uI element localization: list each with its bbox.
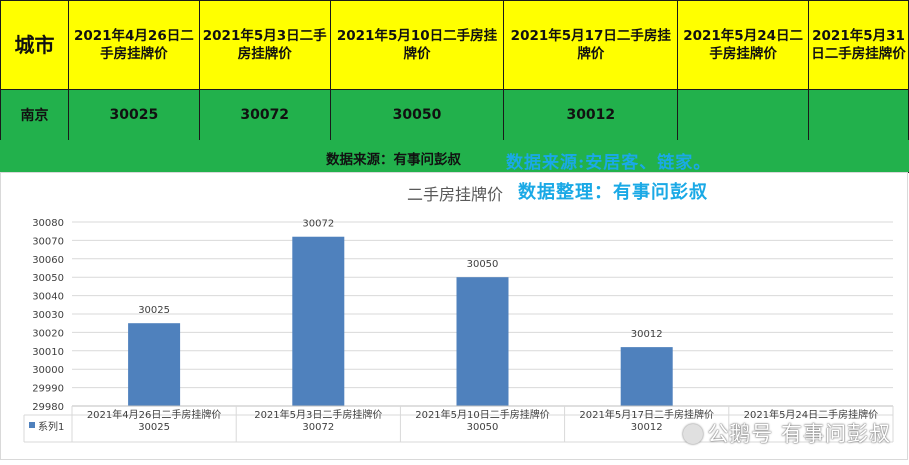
source-note: 数据来源：有事问彭叔 [326,152,461,168]
data-table-value: 30012 [631,422,663,433]
x-category-label: 2021年5月17日二手房挂牌价 [579,408,714,421]
y-tick-label: 30020 [32,328,64,339]
bar [620,347,673,406]
data-table-value: 30025 [138,422,170,433]
chart-border [0,172,908,460]
bar-chart: 二手房挂牌价 29980 29990 30000 30010 30020 30030 3004… [0,172,908,460]
cell-price-5 [677,89,810,141]
watermark-source: 数据来源:安居客、链家。 [506,153,712,173]
watermark-author: 数据整理：有事问彭叔 [518,182,708,203]
cell-city: 南京 [0,89,69,141]
y-tick-label: 30050 [32,273,64,284]
y-tick-label: 30070 [32,236,64,247]
data-label: 30072 [302,219,334,230]
y-tick-label: 30010 [32,347,64,358]
header-date-5: 2021年5月24日二手房挂牌价 [677,0,810,90]
y-tick-label: 30060 [32,255,64,266]
x-category-label: 2021年5月24日二手房挂牌价 [744,408,879,421]
cell-price-3: 30050 [329,89,505,141]
data-label: 30050 [467,259,499,270]
source-band: 数据来源：有事问彭叔 [0,140,909,173]
data-label: 30012 [631,329,663,340]
y-tick-label: 30080 [32,218,64,229]
bar [456,277,509,406]
y-tick-label: 30040 [32,292,64,303]
x-category-label: 2021年5月10日二手房挂牌价 [415,408,550,421]
cell-price-6 [808,89,909,141]
table-row: 南京 30025 30072 30050 30012 [0,89,909,141]
cell-price-4: 30012 [503,89,679,141]
y-tick-label: 30030 [32,310,64,321]
bar [292,236,345,406]
penguin-logo-icon [683,424,704,444]
y-tick-label: 30000 [32,365,64,376]
data-table-value: 30072 [302,422,334,433]
header-city: 城市 [0,0,69,90]
header-date-6: 2021年5月31日二手房挂牌价 [808,0,909,90]
x-category-label: 2021年4月26日二手房挂牌价 [87,408,222,421]
bar [128,323,181,406]
header-date-2: 2021年5月3日二手房挂牌价 [198,0,331,90]
y-tick-label: 29990 [32,384,64,395]
header-date-4: 2021年5月17日二手房挂牌价 [503,0,679,90]
header-date-1: 2021年4月26日二手房挂牌价 [67,0,200,90]
legend-key [29,422,35,428]
chart-title: 二手房挂牌价 [407,185,503,204]
y-tick-label: 29980 [32,402,64,413]
legend-series-name: 系列1 [38,420,64,433]
footer-watermark: 公鹅号 有事问彭叔 [683,418,891,448]
cell-price-1: 30025 [67,89,200,141]
cell-price-2: 30072 [198,89,331,141]
footer-watermark-text: 公鹅号 有事问彭叔 [707,422,891,446]
x-category-label: 2021年5月3日二手房挂牌价 [254,408,382,421]
price-table: 城市 2021年4月26日二手房挂牌价 2021年5月3日二手房挂牌价 2021… [0,0,909,141]
data-label: 30025 [138,305,170,316]
chart-area: 二手房挂牌价 29980 29990 30000 30010 30020 30030 3004… [0,172,909,461]
header-date-3: 2021年5月10日二手房挂牌价 [329,0,505,90]
table-header-row: 城市 2021年4月26日二手房挂牌价 2021年5月3日二手房挂牌价 2021… [0,0,909,90]
data-table-value: 30050 [467,422,499,433]
